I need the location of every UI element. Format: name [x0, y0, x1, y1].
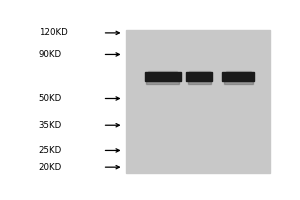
Bar	[188, 81, 211, 84]
Text: 120KD: 120KD	[39, 28, 68, 37]
Bar	[145, 72, 181, 81]
Bar	[189, 71, 210, 72]
Bar	[224, 81, 253, 84]
Text: 25KD: 25KD	[39, 146, 62, 155]
Text: 20KD: 20KD	[39, 163, 62, 172]
Bar	[222, 72, 254, 81]
Text: 90KD: 90KD	[39, 50, 62, 59]
Text: 50KD: 50KD	[39, 94, 62, 103]
Bar	[126, 30, 270, 173]
Text: 35KD: 35KD	[39, 121, 62, 130]
Bar	[186, 72, 212, 81]
Bar	[146, 81, 179, 84]
Bar	[226, 71, 251, 72]
Bar	[148, 71, 177, 72]
